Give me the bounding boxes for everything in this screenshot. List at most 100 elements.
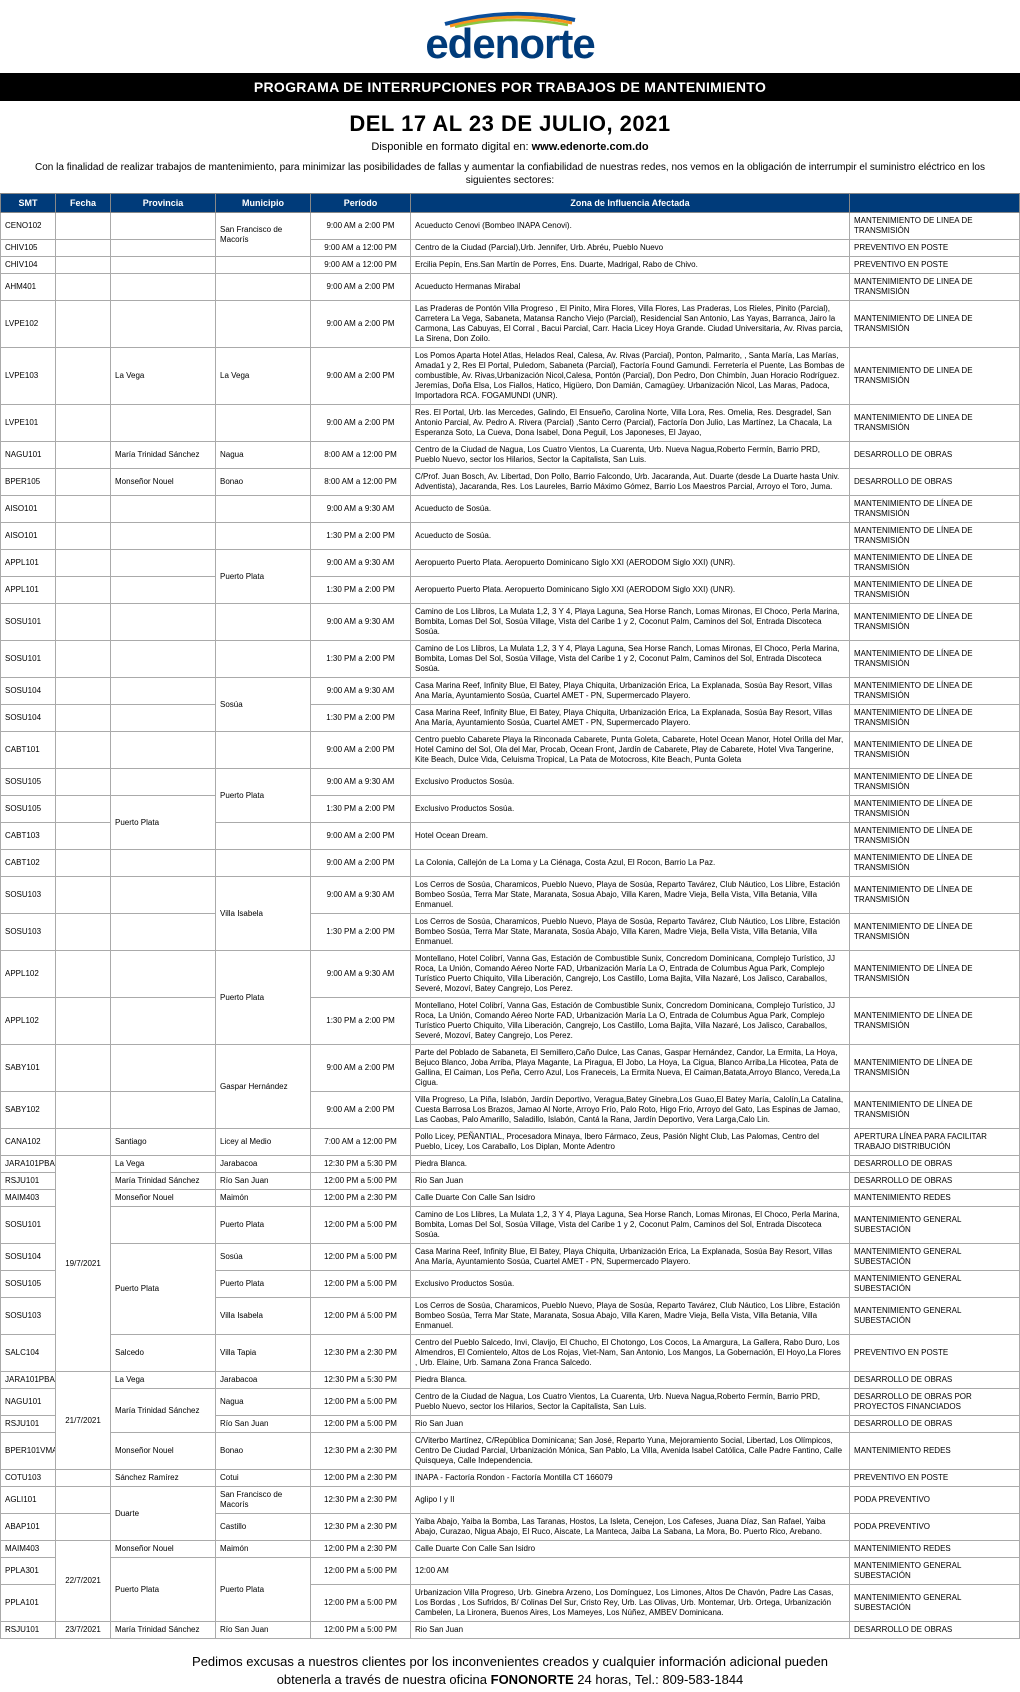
table-cell xyxy=(56,641,111,678)
table-cell: 9:00 AM a 2:00 PM xyxy=(311,274,411,301)
table-cell: 12:00 PM a 2:30 PM xyxy=(311,1190,411,1207)
table-row: SOSU1041:30 PM a 2:00 PMCasa Marina Reef… xyxy=(1,705,1020,732)
table-cell: PODA PREVENTIVO xyxy=(850,1514,1020,1541)
table-cell: Villa Progreso, La Piña, Islabón, Jardín… xyxy=(411,1092,850,1129)
table-cell xyxy=(56,850,111,877)
table-cell: MANTENIMIENTO DE LÍNEA DE TRANSMISIÓN xyxy=(850,705,1020,732)
table-cell xyxy=(111,523,216,550)
table-cell: Puerto Plata xyxy=(216,1558,311,1622)
table-cell: DESARROLLO DE OBRAS xyxy=(850,469,1020,496)
table-cell xyxy=(111,257,216,274)
table-row: CENO102San Francisco de Macorís9:00 AM a… xyxy=(1,213,1020,240)
table-cell: 12:00 PM a 5:00 PM xyxy=(311,1416,411,1433)
table-cell xyxy=(111,951,216,998)
table-row: SABY1029:00 AM a 2:00 PMVilla Progreso, … xyxy=(1,1092,1020,1129)
table-cell: BPER105 xyxy=(1,469,56,496)
table-cell: Puerto Plata xyxy=(216,769,311,823)
table-cell xyxy=(216,604,311,641)
table-cell: Camino de Los Llibros, La Mulata 1,2, 3 … xyxy=(411,604,850,641)
table-cell: Piedra Blanca. xyxy=(411,1372,850,1389)
table-cell: 9:00 AM a 12:00 PM xyxy=(311,240,411,257)
table-cell: SABY101 xyxy=(1,1045,56,1092)
table-cell: Maimón xyxy=(216,1190,311,1207)
table-row: SALC104SalcedoVilla Tapia12:30 PM a 2:30… xyxy=(1,1335,1020,1372)
table-cell: La Vega xyxy=(111,348,216,405)
table-row: SOSU103Villa Isabela9:00 AM a 9:30 AMLos… xyxy=(1,877,1020,914)
table-cell: La Colonia, Callejón de La Loma y La Cié… xyxy=(411,850,850,877)
table-cell: CHIV105 xyxy=(1,240,56,257)
table-cell xyxy=(111,213,216,240)
table-cell: Puerto Plata xyxy=(216,1207,311,1244)
table-cell: MANTENIMIENTO DE LINEA DE TRANSMISIÓN xyxy=(850,301,1020,348)
th-fecha: Fecha xyxy=(56,194,111,213)
table-cell: MANTENIMIENTO DE LÍNEA DE TRANSMISIÓN xyxy=(850,523,1020,550)
table-row: MAIM40322/7/2021Monseñor NouelMaimón12:0… xyxy=(1,1541,1020,1558)
table-cell: PREVENTIVO EN POSTE xyxy=(850,1335,1020,1372)
table-cell xyxy=(56,604,111,641)
table-cell: APERTURA LÍNEA PARA FACILITAR TRABAJO DI… xyxy=(850,1129,1020,1156)
table-row: AHM4019:00 AM a 2:00 PMAcueducto Hermana… xyxy=(1,274,1020,301)
table-row: SOSU101Puerto Plata12:00 PM a 5:00 PMCam… xyxy=(1,1207,1020,1244)
table-cell: 9:00 AM a 9:30 AM xyxy=(311,550,411,577)
table-cell: 12:30 PM a 5:30 PM xyxy=(311,1156,411,1173)
table-cell: JARA101PBA xyxy=(1,1156,56,1173)
table-cell: COTU103 xyxy=(1,1470,56,1487)
table-cell: La Vega xyxy=(216,348,311,405)
table-cell: Res. El Portal, Urb. las Mercedes, Galin… xyxy=(411,405,850,442)
table-cell: SALC104 xyxy=(1,1335,56,1372)
table-cell: CANA102 xyxy=(1,1129,56,1156)
table-cell: Acueducto de Sosúa. xyxy=(411,496,850,523)
table-cell: MANTENIMIENTO DE LINEA DE TRANSMISIÓN xyxy=(850,213,1020,240)
table-row: CANA102SantiagoLicey al Medio7:00 AM a 1… xyxy=(1,1129,1020,1156)
table-cell: DESARROLLO DE OBRAS POR PROYECTOS FINANC… xyxy=(850,1389,1020,1416)
table-cell: Casa Marina Reef, Infinity Blue, El Bate… xyxy=(411,678,850,705)
table-cell: Cotui xyxy=(216,1470,311,1487)
table-cell: NAGU101 xyxy=(1,1389,56,1416)
table-cell: LVPE101 xyxy=(1,405,56,442)
table-cell: JARA101PBA xyxy=(1,1372,56,1389)
table-cell: 12:00 PM a 5:00 PM xyxy=(311,1173,411,1190)
table-cell: RSJU101 xyxy=(1,1416,56,1433)
table-cell: CABT102 xyxy=(1,850,56,877)
table-cell xyxy=(56,877,111,914)
table-cell: Rio San Juan xyxy=(411,1173,850,1190)
table-cell: Centro de la Ciudad de Nagua, Los Cuatro… xyxy=(411,1389,850,1416)
table-cell: 9:00 AM a 2:00 PM xyxy=(311,348,411,405)
table-cell: MANTENIMIENTO GENERAL SUBESTACIÓN xyxy=(850,1271,1020,1298)
table-cell: Los Cerros de Sosúa, Charamicos, Pueblo … xyxy=(411,877,850,914)
table-cell: MANTENIMIENTO REDES xyxy=(850,1190,1020,1207)
table-cell: Exclusivo Productos Sosúa. xyxy=(411,769,850,796)
table-cell: SOSU104 xyxy=(1,678,56,705)
table-cell: DESARROLLO DE OBRAS xyxy=(850,1372,1020,1389)
table-cell: Puerto Plata xyxy=(216,951,311,1045)
table-cell: 9:00 AM a 2:00 PM xyxy=(311,850,411,877)
table-cell: 9:00 AM a 2:00 PM xyxy=(311,1045,411,1092)
table-cell: Pollo Licey, PEÑANTIAL, Procesadora Mina… xyxy=(411,1129,850,1156)
table-cell: CENO102 xyxy=(1,213,56,240)
table-cell: Exclusivo Productos Sosúa. xyxy=(411,1271,850,1298)
table-cell: PPLA101 xyxy=(1,1585,56,1622)
table-cell xyxy=(56,796,111,823)
table-cell: 9:00 AM a 9:30 AM xyxy=(311,678,411,705)
table-cell: 9:00 AM a 9:30 AM xyxy=(311,769,411,796)
table-cell: SOSU101 xyxy=(1,604,56,641)
table-cell: Castillo xyxy=(216,1514,311,1541)
table-row: NAGU101María Trinidad SánchezNagua12:00 … xyxy=(1,1389,1020,1416)
table-cell: SOSU101 xyxy=(1,1207,56,1244)
table-cell: Centro pueblo Cabarete Playa la Rinconad… xyxy=(411,732,850,769)
table-cell xyxy=(216,732,311,769)
table-cell xyxy=(56,496,111,523)
table-cell: Aglipo I y II xyxy=(411,1487,850,1514)
table-cell xyxy=(56,998,111,1045)
subtitle-url: www.edenorte.com.do xyxy=(532,141,649,153)
table-cell: MANTENIMIENTO GENERAL SUBESTACIÓN xyxy=(850,1244,1020,1271)
table-cell: ABAP101 xyxy=(1,1514,56,1541)
table-cell xyxy=(56,405,111,442)
table-cell xyxy=(111,1092,216,1129)
table-cell: 12:00 AM xyxy=(411,1558,850,1585)
table-cell xyxy=(111,914,216,951)
table-body: CENO102San Francisco de Macorís9:00 AM a… xyxy=(1,213,1020,1639)
table-cell: Monseñor Nouel xyxy=(111,469,216,496)
table-cell: Los Cerros de Sosúa, Charamicos, Pueblo … xyxy=(411,1298,850,1335)
table-cell: 12:30 PM a 5:30 PM xyxy=(311,1372,411,1389)
